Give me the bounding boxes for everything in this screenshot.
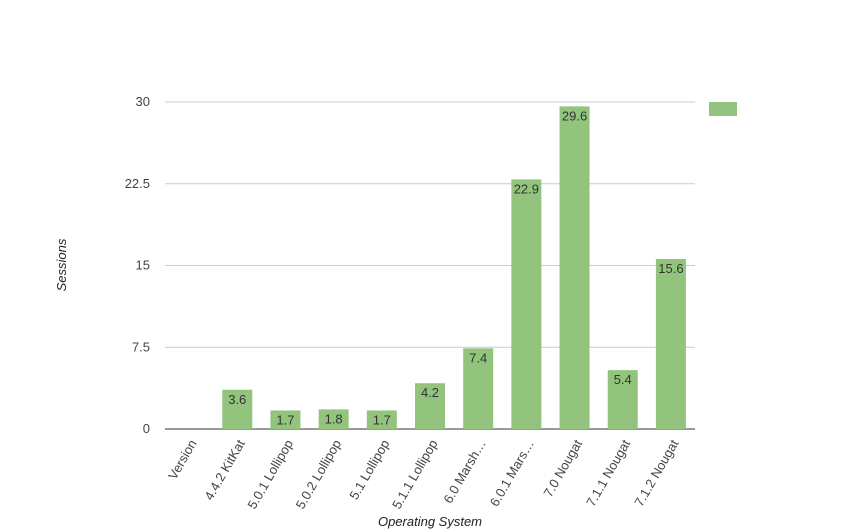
data-label: 1.7 — [276, 412, 294, 427]
x-tick-label: 7.1.1 Nougat — [583, 437, 633, 509]
x-tick-label: 4.4.2 KitKat — [201, 437, 248, 503]
bar — [270, 410, 301, 429]
x-tick-label: 5.1 Lollipop — [346, 437, 392, 502]
data-label: 15.6 — [658, 261, 683, 276]
bar — [318, 409, 349, 429]
x-tick-label: 5.1.1 Lollipop — [389, 437, 441, 511]
x-tick-label: 5.0.1 Lollipop — [244, 437, 296, 511]
x-axis-title: Operating System — [378, 514, 482, 529]
y-axis-title: Sessions — [54, 238, 69, 291]
x-tick-label: 7.1.2 Nougat — [631, 437, 681, 509]
bar — [463, 348, 494, 429]
x-tick-label: Version — [165, 437, 200, 482]
y-tick-label: 7.5 — [132, 339, 150, 354]
bar — [222, 389, 253, 429]
bar — [655, 258, 686, 429]
bar — [511, 179, 542, 429]
bar — [607, 370, 638, 429]
data-label: 4.2 — [421, 385, 439, 400]
data-label: 5.4 — [614, 372, 632, 387]
data-label: 1.8 — [325, 411, 343, 426]
y-tick-label: 22.5 — [125, 176, 150, 191]
y-tick-label: 15 — [136, 258, 150, 273]
bar — [415, 383, 445, 429]
data-label: 29.6 — [562, 108, 587, 123]
data-label: 22.9 — [514, 181, 539, 196]
data-label: 3.6 — [228, 392, 246, 407]
bar — [366, 410, 397, 429]
x-tick-label: 6.0.1 Mars… — [487, 437, 537, 509]
data-label: 7.4 — [469, 350, 487, 365]
y-tick-label: 0 — [143, 421, 150, 436]
bar — [559, 106, 590, 430]
x-tick-label: 7.0 Nougat — [540, 437, 585, 500]
y-tick-label: 30 — [136, 94, 150, 109]
data-label: 1.7 — [373, 412, 391, 427]
x-tick-label: 6.0 Marsh… — [440, 437, 488, 506]
x-tick-label: 5.0.2 Lollipop — [293, 437, 345, 511]
legend-swatch — [709, 102, 737, 116]
